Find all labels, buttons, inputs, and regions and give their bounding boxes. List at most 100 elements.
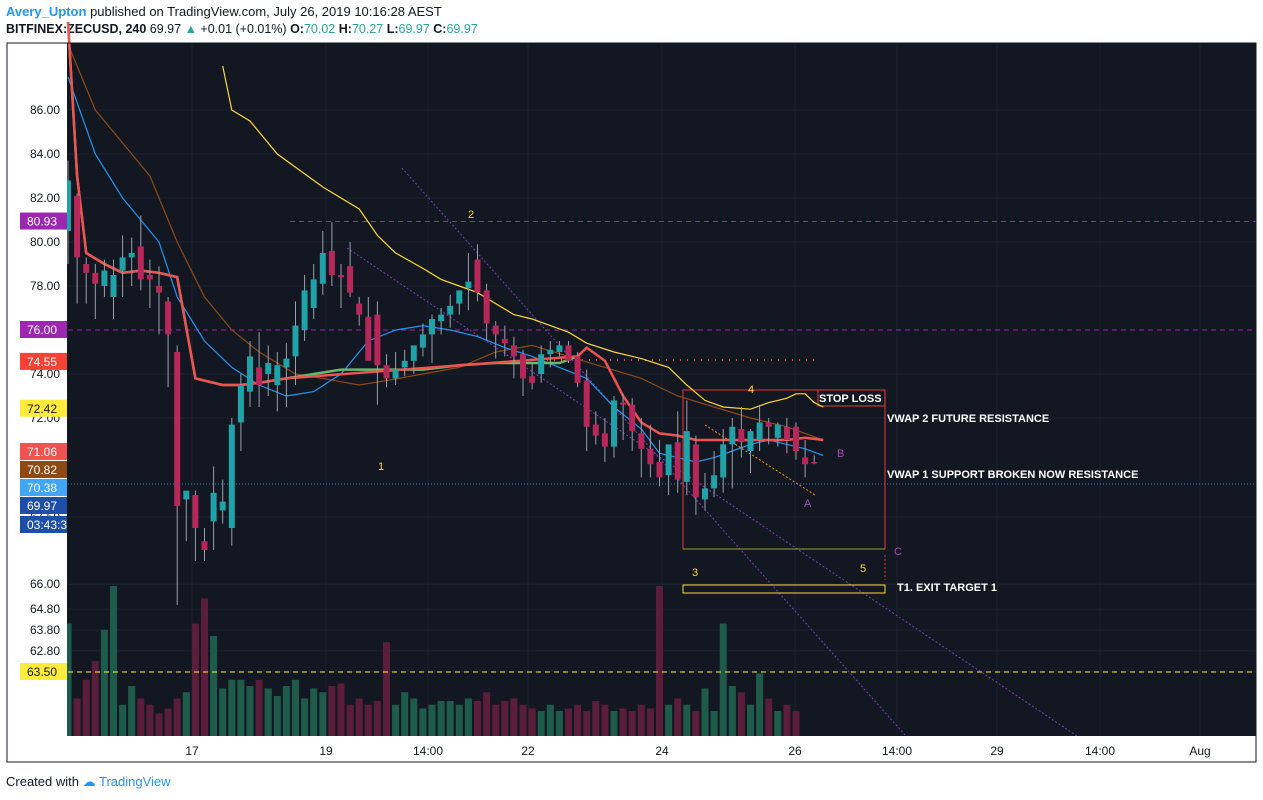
candle-body (419, 334, 426, 348)
candle-body (601, 433, 608, 447)
candle-body (146, 275, 153, 280)
volume-bar (82, 679, 90, 736)
time-tick-label: 19 (319, 744, 333, 758)
volume-bar (656, 586, 663, 736)
volume-bar (219, 688, 227, 736)
candle-body (356, 303, 363, 315)
candle-body (429, 319, 435, 335)
tradingview-brand-link[interactable]: TradingView (99, 774, 171, 789)
candle-body (447, 305, 454, 315)
wave-label: B (837, 448, 844, 460)
candle-body (783, 426, 790, 440)
candle-body (210, 492, 217, 522)
candle-body (738, 429, 745, 443)
price-badge-label: 63.50 (27, 665, 57, 679)
volume-bar (137, 698, 145, 736)
volume-bar (310, 688, 318, 736)
volume-bar (665, 704, 673, 736)
published-text: published on TradingView.com, July 26, 2… (90, 4, 442, 19)
candle-body (793, 426, 799, 451)
annotation-label: VWAP 1 SUPPORT BROKEN NOW RESISTANCE (887, 469, 1138, 481)
volume-bar (728, 686, 736, 736)
volume-bar (182, 692, 190, 736)
candle-body (338, 275, 344, 278)
annotation-label: T1. EXIT TARGET 1 (897, 582, 997, 594)
volume-bar (510, 698, 518, 736)
price-tick-label: 62.80 (30, 644, 60, 658)
candle-body (510, 345, 517, 357)
time-tick-label: 29 (990, 744, 1004, 758)
publish-line: Avery_Upton published on TradingView.com… (6, 4, 442, 19)
wave-label: 5 (860, 563, 866, 575)
candle-body (247, 356, 253, 392)
volume-bar (519, 704, 527, 736)
candle-body (529, 376, 536, 383)
chart-border (6, 42, 1257, 763)
price-badge-label: 70.38 (27, 481, 57, 495)
candle-body (174, 352, 181, 506)
candle-body (465, 281, 472, 289)
candle-body (183, 490, 190, 500)
horizontal-levels (68, 221, 1256, 673)
candle-body (319, 253, 326, 284)
candle-body (101, 270, 108, 286)
indicator-line (222, 65, 824, 410)
volume-bar (401, 692, 409, 736)
time-tick-label: 22 (521, 744, 535, 758)
volume-bar (601, 704, 609, 736)
indicator-line (67, 43, 824, 441)
price-badge-label: 03:43:3 (27, 518, 67, 532)
candle-body (583, 380, 590, 427)
candle-body (720, 444, 727, 478)
volume-bar (319, 692, 327, 736)
volume-bar (191, 623, 199, 736)
author-link[interactable]: Avery_Upton (6, 4, 87, 19)
volume-bar (610, 711, 618, 736)
candle-body (401, 360, 408, 368)
price-badge-label: 71.06 (27, 445, 57, 459)
candle-body (638, 433, 645, 449)
candles[interactable] (65, 160, 818, 605)
volume-bar (555, 711, 563, 736)
time-tick-label: 14:00 (413, 744, 443, 758)
candle-body (201, 541, 208, 550)
open-label: O: (290, 22, 304, 36)
indicator-line (67, 76, 824, 463)
volume-bar (119, 704, 127, 736)
volume-bar (201, 598, 208, 736)
volume-bar (100, 629, 108, 736)
candle-body (374, 314, 381, 366)
high-label: H: (338, 22, 352, 36)
price-badge (20, 663, 67, 680)
price-badge (20, 443, 67, 460)
time-axis[interactable] (7, 736, 1256, 762)
volume-bar (264, 688, 272, 736)
candle-body (756, 422, 763, 440)
volume-bar (792, 711, 800, 736)
candle-body (692, 444, 699, 498)
time-tick-label: 26 (788, 744, 802, 758)
volume-bar (410, 698, 418, 736)
tradingview-logo-icon[interactable]: ☁ (82, 774, 96, 789)
price-tick-label: 82.00 (30, 191, 60, 205)
price-axis[interactable] (7, 43, 67, 736)
volume-bar (747, 704, 754, 736)
price-tick-label: 66.00 (30, 577, 60, 591)
volume-bar (574, 704, 582, 736)
low-label: L: (386, 22, 399, 36)
volume-bar (64, 623, 72, 736)
time-tick-label: 17 (185, 744, 199, 758)
candle-body (365, 316, 372, 361)
price-badge-label: 72.42 (27, 402, 57, 416)
candle-body (747, 431, 754, 451)
candle-body (501, 338, 508, 344)
wave-label: A (804, 498, 812, 510)
stop-loss-label-box (817, 389, 886, 407)
volume-bar (91, 661, 99, 736)
wave-labels: 1 2 3 4 5 A B C (378, 209, 902, 579)
volume-bar (756, 673, 764, 736)
time-tick-label: 14:00 (882, 744, 912, 758)
candle-body (520, 354, 526, 379)
volume-bar (765, 698, 773, 736)
